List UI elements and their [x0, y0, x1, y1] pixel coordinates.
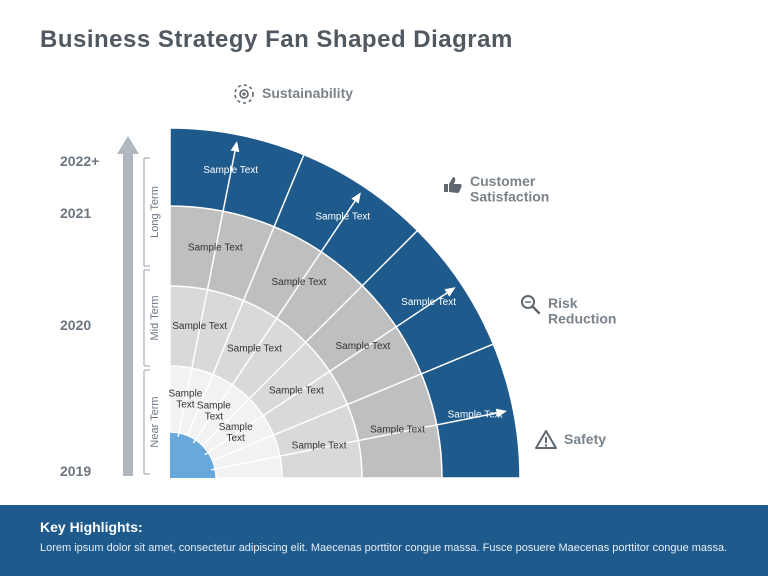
footer-body: Lorem ipsum dolor sit amet, consectetur … — [40, 541, 728, 556]
cell-text: Sample Text — [292, 440, 347, 451]
cell-text: Sample Text — [315, 211, 370, 222]
callout-label: RiskReduction — [548, 295, 616, 326]
search-icon — [522, 296, 539, 313]
fan-chart: SampleTextSampleTextSampleTextSample Tex… — [0, 58, 768, 488]
term-label: Near Term — [149, 396, 161, 447]
cell-text: Sample Text — [269, 386, 324, 397]
year-label: 2022+ — [60, 153, 99, 169]
year-label: 2021 — [60, 205, 91, 221]
page-title: Business Strategy Fan Shaped Diagram — [40, 26, 513, 54]
cell-text: Sample Text — [227, 344, 282, 355]
year-label: 2020 — [60, 317, 91, 333]
timeline-arrow — [117, 136, 139, 476]
cell-text: Sample Text — [188, 242, 243, 253]
year-label: 2019 — [60, 463, 91, 479]
term-label: Long Term — [149, 186, 161, 238]
cell-text: Sample Text — [448, 409, 503, 420]
callout-label: Safety — [564, 431, 606, 447]
target-icon — [235, 85, 253, 103]
cell-text: Sample Text — [370, 425, 425, 436]
cell-text: Sample Text — [271, 277, 326, 288]
term-label: Mid Term — [149, 295, 161, 340]
cell-text: Sample Text — [335, 341, 390, 352]
cell-text: Sample Text — [172, 321, 227, 332]
cell-text: Sample Text — [203, 165, 258, 176]
callout-label: CustomerSatisfaction — [470, 173, 549, 204]
thumb-icon — [444, 177, 462, 193]
key-highlights: Key Highlights: Lorem ipsum dolor sit am… — [0, 505, 768, 576]
cell-text: Sample Text — [401, 297, 456, 308]
callout-label: Sustainability — [262, 85, 353, 101]
warn-icon — [536, 431, 556, 448]
footer-heading: Key Highlights: — [40, 519, 728, 535]
